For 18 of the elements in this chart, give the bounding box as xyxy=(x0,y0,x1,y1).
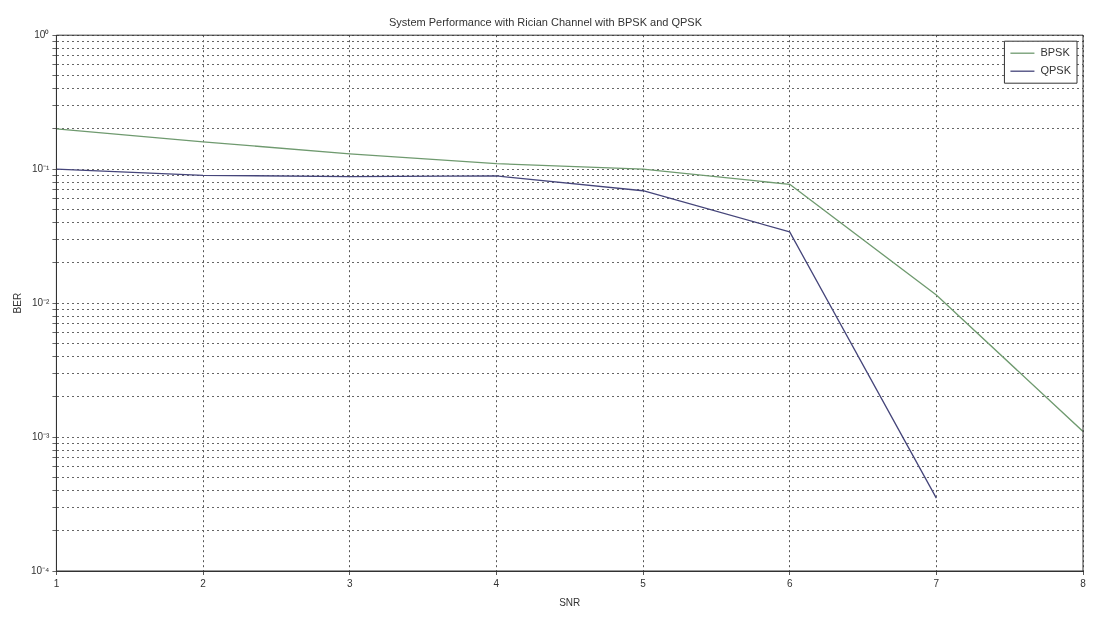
x-tick-label: 2 xyxy=(200,577,207,589)
x-tick-label: 3 xyxy=(346,577,353,589)
x-axis-title: SNR xyxy=(559,596,581,608)
y-tick-label: 10⁻⁴ xyxy=(31,564,50,576)
y-tick-label: 10⁻² xyxy=(31,296,51,308)
x-tick-label: 4 xyxy=(493,577,500,589)
y-tick-label: 10⁻¹ xyxy=(31,162,51,174)
x-tick-label: 1 xyxy=(53,577,60,589)
legend-label: QPSK xyxy=(1040,64,1072,77)
x-tick-label: 5 xyxy=(640,577,647,589)
x-tick-label: 8 xyxy=(1080,577,1087,589)
x-tick-label: 7 xyxy=(933,577,940,589)
y-tick-label: 10⁰ xyxy=(34,28,50,40)
chart-title: System Performance with Rician Channel with BPSK and QPSK xyxy=(388,15,703,28)
y-axis-title: BER xyxy=(11,292,23,314)
y-tick-label: 10⁻³ xyxy=(31,430,51,442)
x-tick-label: 6 xyxy=(786,577,793,589)
legend-label: BPSK xyxy=(1040,46,1071,59)
